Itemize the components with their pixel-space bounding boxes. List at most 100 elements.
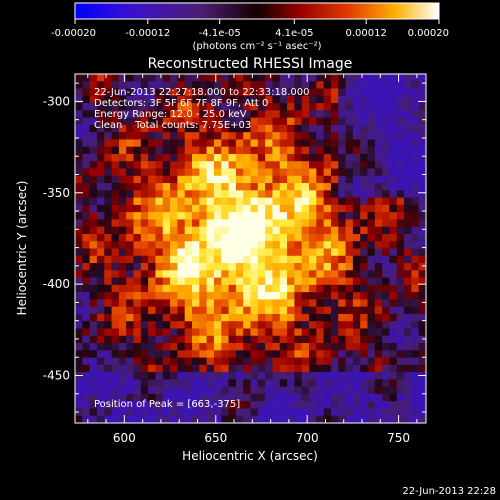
heatmap-cell — [235, 313, 244, 322]
heatmap-cell — [192, 313, 200, 322]
heatmap-cell — [272, 139, 281, 148]
heatmap-cell — [192, 241, 200, 250]
heatmap-cell — [155, 343, 164, 351]
heatmap-cell — [411, 183, 420, 191]
heatmap-cell — [360, 284, 369, 293]
heatmap-image — [75, 74, 426, 423]
heatmap-cell — [206, 248, 215, 257]
heatmap-cell — [170, 139, 178, 148]
heatmap-cell — [338, 357, 347, 366]
heatmap-cell — [338, 335, 347, 344]
heatmap-cell — [345, 335, 354, 344]
heatmap-cell — [104, 379, 113, 388]
heatmap-cell — [235, 190, 244, 199]
heatmap-cell — [338, 408, 347, 417]
heatmap-cell — [155, 248, 164, 257]
heatmap-cell — [411, 270, 420, 279]
heatmap-cell — [199, 190, 208, 199]
heatmap-cell — [162, 306, 171, 315]
heatmap-cell — [316, 219, 325, 228]
heatmap-cell — [272, 372, 281, 380]
heatmap-cell — [104, 415, 113, 423]
heatmap-cell — [177, 379, 186, 388]
heatmap-cell — [301, 343, 310, 351]
heatmap-cell — [148, 270, 157, 279]
heatmap-cell — [111, 393, 120, 402]
heatmap-cell — [199, 95, 208, 104]
heatmap-cell — [389, 183, 398, 191]
heatmap-cell — [309, 241, 317, 250]
heatmap-cell — [192, 219, 200, 228]
heatmap-cell — [309, 103, 317, 111]
heatmap-cell — [126, 183, 135, 191]
heatmap-cell — [148, 313, 157, 322]
heatmap-cell — [265, 393, 274, 402]
heatmap-cell — [126, 321, 135, 330]
heatmap-cell — [396, 183, 405, 191]
heatmap-cell — [177, 241, 186, 250]
heatmap-cell — [133, 299, 142, 308]
heatmap-cell — [75, 321, 83, 330]
heatmap-cell — [162, 401, 171, 410]
heatmap-cell — [162, 161, 171, 170]
heatmap-cell — [382, 103, 391, 111]
heatmap-cell — [96, 117, 105, 126]
heatmap-cell — [206, 88, 215, 97]
heatmap-cell — [374, 335, 383, 344]
heatmap-cell — [199, 415, 208, 423]
heatmap-cell — [243, 328, 252, 337]
heatmap-cell — [345, 292, 354, 300]
heatmap-cell — [404, 386, 412, 395]
heatmap-cell — [89, 263, 98, 271]
heatmap-cell — [155, 153, 164, 162]
heatmap-cell — [287, 212, 295, 221]
heatmap-cell — [111, 233, 120, 242]
axis-ticks: 600 650 700 750-300-350-400-450 — [43, 74, 426, 445]
heatmap-cell — [265, 321, 274, 330]
heatmap-cell — [396, 292, 405, 300]
heatmap-cell — [309, 190, 317, 199]
heatmap-cell — [360, 132, 369, 141]
heatmap-cell — [75, 233, 83, 242]
heatmap-cell — [396, 219, 405, 228]
heatmap-cell — [367, 168, 376, 177]
heatmap-cell — [411, 175, 420, 184]
heatmap-cell — [126, 212, 135, 221]
heatmap-cell — [323, 379, 332, 388]
heatmap-cell — [309, 379, 317, 388]
heatmap-cell — [396, 364, 405, 373]
heatmap-cell — [257, 132, 266, 141]
heatmap-cell — [184, 292, 193, 300]
heatmap-cell — [279, 292, 288, 300]
heatmap-cell — [367, 321, 376, 330]
heatmap-cell — [243, 270, 252, 279]
heatmap-cell — [279, 117, 288, 126]
heatmap-cell — [133, 88, 142, 97]
heatmap-cell — [287, 321, 295, 330]
heatmap-cell — [272, 110, 281, 119]
heatmap-cell — [213, 408, 222, 417]
heatmap-cell — [206, 364, 215, 373]
heatmap-cell — [140, 415, 149, 423]
heatmap-cell — [126, 88, 135, 97]
heatmap-cell — [338, 415, 347, 423]
x-axis-label: Heliocentric X (arcsec) — [182, 449, 318, 463]
heatmap-cell — [184, 277, 193, 286]
heatmap-cell — [89, 401, 98, 410]
heatmap-cell — [316, 263, 325, 271]
heatmap-cell — [330, 190, 339, 199]
heatmap-cell — [396, 88, 405, 97]
heatmap-cell — [360, 255, 369, 264]
heatmap-cell — [75, 146, 83, 155]
heatmap-cell — [418, 81, 426, 90]
heatmap-cell — [140, 197, 149, 206]
heatmap-cell — [316, 175, 325, 184]
heatmap-cell — [330, 74, 339, 82]
heatmap-cell — [352, 117, 361, 126]
heatmap-cell — [96, 146, 105, 155]
heatmap-cell — [250, 393, 259, 402]
heatmap-cell — [75, 81, 83, 90]
heatmap-cell — [140, 139, 149, 148]
heatmap-cell — [89, 372, 98, 380]
heatmap-cell — [367, 248, 376, 257]
